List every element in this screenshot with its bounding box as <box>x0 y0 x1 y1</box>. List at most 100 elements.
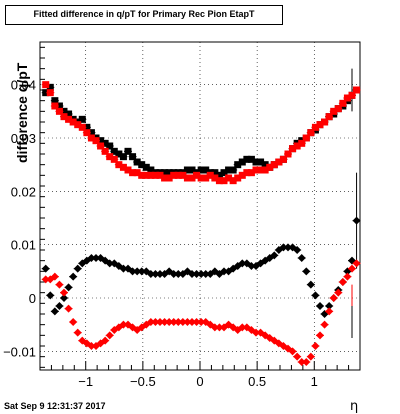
x-tick-label: −1 <box>78 374 93 389</box>
chart-title-box: Fitted difference in q/pT for Primary Re… <box>5 5 283 25</box>
data-point-diamond <box>279 243 288 252</box>
data-point-diamond <box>64 283 73 292</box>
data-point-diamond <box>55 280 64 289</box>
data-point-diamond <box>293 246 302 254</box>
data-point-diamond <box>252 328 260 337</box>
data-point-diamond <box>178 318 187 326</box>
data-point-diamond <box>338 278 347 286</box>
data-point-diamond <box>238 323 247 332</box>
data-point-square <box>234 161 242 169</box>
x-tick-label: −0.5 <box>130 374 156 389</box>
data-point-diamond <box>334 288 343 297</box>
data-point-square <box>65 110 73 118</box>
data-point-square <box>243 155 251 163</box>
data-point-diamond <box>128 267 137 276</box>
data-point-square <box>307 129 315 137</box>
data-point-diamond <box>197 318 206 326</box>
data-point-diamond <box>146 270 155 278</box>
data-point-diamond <box>105 259 114 268</box>
data-point-square <box>211 174 219 182</box>
data-point-diamond <box>316 331 324 340</box>
y-tick-label: 0.02 <box>11 184 36 199</box>
data-point-square <box>42 81 50 89</box>
data-point-square <box>101 139 109 147</box>
data-point-square <box>325 113 333 121</box>
data-point-diamond <box>215 323 224 332</box>
data-point-square <box>60 107 68 115</box>
data-point-square <box>202 174 210 182</box>
data-point-square <box>234 174 242 182</box>
data-point-square <box>229 166 237 174</box>
data-point-diamond <box>174 318 183 326</box>
data-point-diamond <box>73 264 82 273</box>
data-point-diamond <box>343 272 352 281</box>
data-point-diamond <box>348 264 356 273</box>
data-point-square <box>83 129 91 137</box>
data-point-square <box>119 163 127 171</box>
data-point-square <box>124 147 132 155</box>
data-point-square <box>321 118 329 126</box>
data-point-square <box>179 171 187 179</box>
data-point-diamond <box>270 251 279 260</box>
data-point-square <box>69 118 77 126</box>
data-point-square <box>78 123 86 131</box>
x-axis-label: η <box>350 399 359 414</box>
data-point-diamond <box>306 352 315 361</box>
data-point-diamond <box>210 323 219 332</box>
data-point-square <box>339 99 347 107</box>
data-point-square <box>211 169 219 177</box>
data-point-square <box>101 147 109 155</box>
data-point-diamond <box>306 280 315 289</box>
data-point-square <box>42 89 50 97</box>
data-point-square <box>215 171 223 179</box>
data-point-square <box>334 105 342 113</box>
data-point-square <box>238 171 246 179</box>
data-point-square <box>311 123 319 131</box>
data-point-square <box>129 153 137 161</box>
data-point-diamond <box>197 270 206 278</box>
data-point-square <box>302 134 310 142</box>
data-point-diamond <box>87 342 96 350</box>
y-tick-label: 0.03 <box>11 131 36 146</box>
y-axis-label: difference q/pT <box>14 62 30 163</box>
date-stamp: Sat Sep 9 12:31:37 2017 <box>4 401 106 411</box>
data-point-diamond <box>60 288 68 297</box>
data-point-diamond <box>297 254 306 262</box>
data-point-square <box>252 158 260 166</box>
y-tick-label: −0.01 <box>3 344 36 359</box>
data-point-diamond <box>311 291 320 300</box>
data-point-diamond <box>69 318 78 326</box>
data-point-square <box>257 166 265 174</box>
data-point-diamond <box>165 318 174 326</box>
data-point-diamond <box>247 262 256 270</box>
data-point-diamond <box>41 275 50 284</box>
data-point-square <box>55 107 63 115</box>
data-point-diamond <box>73 328 82 337</box>
data-point-diamond <box>105 331 114 340</box>
data-point-square <box>193 171 201 179</box>
grid <box>40 42 360 370</box>
data-point-diamond <box>188 270 196 278</box>
data-point-square <box>51 102 59 110</box>
data-point-square <box>270 161 278 169</box>
data-point-square <box>147 166 155 174</box>
data-point-square <box>110 155 118 163</box>
data-point-square <box>115 150 123 158</box>
data-point-diamond <box>119 264 128 273</box>
data-point-square <box>261 166 269 174</box>
data-point-square <box>330 107 338 115</box>
data-point-square <box>46 83 54 91</box>
data-point-diamond <box>41 264 50 273</box>
data-point-square <box>119 153 127 161</box>
data-point-square <box>174 171 182 179</box>
data-point-diamond <box>169 318 178 326</box>
data-point-square <box>247 169 255 177</box>
data-point-square <box>202 166 210 174</box>
data-point-diamond <box>174 270 183 278</box>
data-point-diamond <box>201 270 210 278</box>
data-point-diamond <box>284 243 292 252</box>
axes: −1 −0.5 0 0.5 1 −0.01 0 0.01 0.02 0.03 0.04 <box>3 41 361 389</box>
data-point-diamond <box>151 318 160 326</box>
data-point-square <box>243 169 251 177</box>
data-point-diamond <box>137 267 146 276</box>
